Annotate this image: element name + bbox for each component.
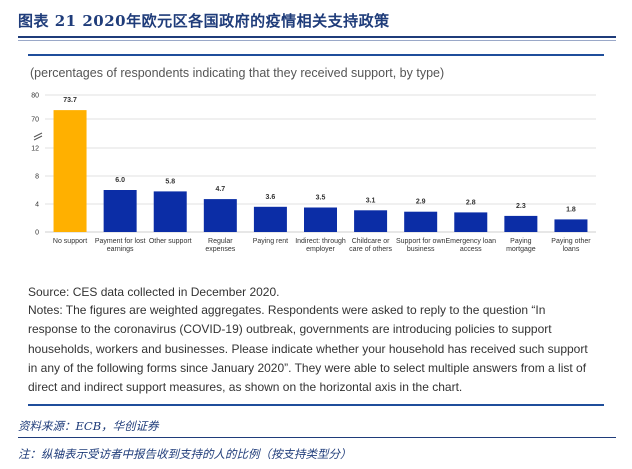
chart-notes: Notes: The figures are weighted aggregat… — [28, 303, 588, 395]
bar — [53, 110, 87, 232]
bar — [404, 211, 438, 232]
x-tick-label: expenses — [205, 246, 235, 253]
x-tick-label: Other support — [149, 238, 192, 245]
value-label: 2.8 — [466, 199, 476, 206]
x-tick-label: Paying — [510, 238, 532, 245]
chart-source: Source: CES data collected in December 2… — [28, 285, 280, 299]
x-tick-label: mortgage — [506, 246, 536, 253]
bar-chart: 0 4 8 12 70 80 73.7 No support 6.0 Payment for lo… — [31, 93, 596, 253]
x-tick-label: business — [407, 246, 435, 253]
value-label: 4.7 — [215, 186, 225, 193]
chart-area: 0 4 8 12 70 80 73.7 No support 6.0 Payment for lo… — [28, 88, 604, 268]
panel-bottom-rule — [28, 404, 604, 406]
x-tick-label: employer — [306, 246, 335, 253]
x-tick-label: No support — [53, 238, 87, 245]
bar — [103, 190, 137, 232]
x-tick-label: Emergency loan — [445, 238, 496, 245]
axis-break-mark — [33, 132, 43, 138]
y-tick-label: 8 — [35, 174, 39, 181]
x-tick-label: access — [460, 246, 482, 253]
y-tick-label: 12 — [31, 146, 39, 153]
title-rule — [18, 36, 616, 38]
bar — [203, 199, 237, 232]
y-tick-label: 70 — [31, 117, 39, 124]
x-tick-label: loans — [563, 246, 580, 253]
x-tick-label: Paying other — [551, 238, 591, 245]
y-tick-label: 80 — [31, 93, 39, 100]
y-tick-label: 4 — [35, 202, 39, 209]
bar — [554, 219, 588, 232]
bar — [253, 206, 287, 232]
value-label: 2.9 — [416, 199, 426, 206]
value-label: 3.6 — [266, 194, 276, 201]
x-tick-label: Support for own — [396, 238, 446, 245]
value-label: 5.8 — [165, 178, 175, 185]
chart-subtitle: (percentages of respondents indicating t… — [30, 66, 445, 80]
bar — [304, 207, 337, 232]
footer-rule — [18, 437, 616, 438]
footer-note: 注：纵轴表示受访者中报告收到支持的人的比例（按支持类型分） — [18, 447, 352, 461]
bar — [153, 191, 187, 232]
bar — [454, 212, 488, 232]
value-label: 73.7 — [63, 97, 77, 104]
panel-top-rule — [28, 54, 604, 56]
footer-source: 资料来源：ECB，华创证券 — [18, 419, 159, 433]
x-tick-label: Indirect: through — [295, 238, 346, 245]
bar — [354, 210, 388, 232]
value-label: 6.0 — [115, 177, 125, 184]
axis-break-mark — [33, 135, 43, 141]
x-tick-label: earnings — [107, 246, 134, 253]
value-label: 3.1 — [366, 197, 376, 204]
value-label: 2.3 — [516, 203, 526, 210]
value-label: 1.8 — [566, 206, 576, 213]
x-tick-label: care of others — [349, 246, 392, 253]
y-tick-label: 0 — [35, 230, 39, 237]
x-tick-label: Payment for lost — [95, 238, 146, 245]
x-tick-label: Regular — [208, 238, 233, 245]
value-label: 3.5 — [316, 195, 326, 202]
figure-title: 图表 21 2020年欧元区各国政府的疫情相关支持政策 — [18, 12, 390, 30]
bar — [504, 215, 538, 232]
x-tick-label: Paying rent — [253, 238, 288, 245]
x-tick-label: Childcare or — [352, 238, 390, 245]
title-rule-thin — [18, 40, 616, 41]
